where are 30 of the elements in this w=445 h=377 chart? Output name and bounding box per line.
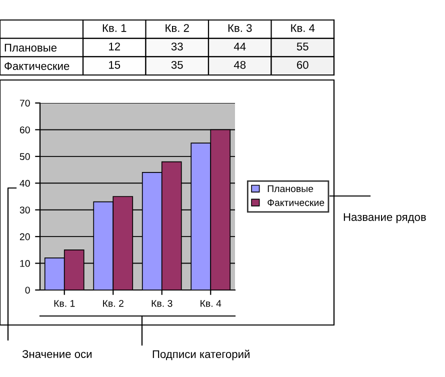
data-label: 15 <box>109 61 120 69</box>
data-label: 12 <box>109 42 120 50</box>
data-label: 55 <box>296 42 308 50</box>
y-tick-label: 70 <box>20 100 30 107</box>
x-tick-label: Кв. 1 <box>54 300 75 307</box>
y-tick-label: 50 <box>20 153 30 160</box>
data-label: 35 <box>171 60 183 69</box>
x-tick-label: Кв. 4 <box>291 24 315 32</box>
y-tick-label: 40 <box>20 180 30 187</box>
data-label: 60 <box>297 60 308 69</box>
y-tick-label: Плановые <box>4 44 57 52</box>
y-tick-label: 20 <box>20 233 30 240</box>
x-tick-label: Кв. 2 <box>103 300 124 307</box>
x-tick-label: Кв. 4 <box>200 300 222 307</box>
x-tick-label: Кв. 3 <box>228 24 252 32</box>
text: Подписи категорий <box>152 350 250 360</box>
x-tick-label: Кв. 3 <box>152 300 172 307</box>
legend-label: Фактические <box>268 199 324 206</box>
data-label: 33 <box>171 42 183 50</box>
legend-label: Плановые <box>268 185 314 192</box>
y-tick-label: 30 <box>20 206 30 214</box>
data-label: 48 <box>234 60 246 69</box>
text: Название рядов <box>344 213 426 224</box>
y-tick-label: 10 <box>20 260 30 267</box>
data-label: 44 <box>234 42 246 50</box>
x-tick-label: Кв. 2 <box>166 24 189 32</box>
text: Значение оси <box>22 350 92 358</box>
y-tick-label: 0 <box>25 286 30 294</box>
y-tick-label: 60 <box>20 126 30 134</box>
x-tick-label: Кв. 1 <box>102 24 126 32</box>
